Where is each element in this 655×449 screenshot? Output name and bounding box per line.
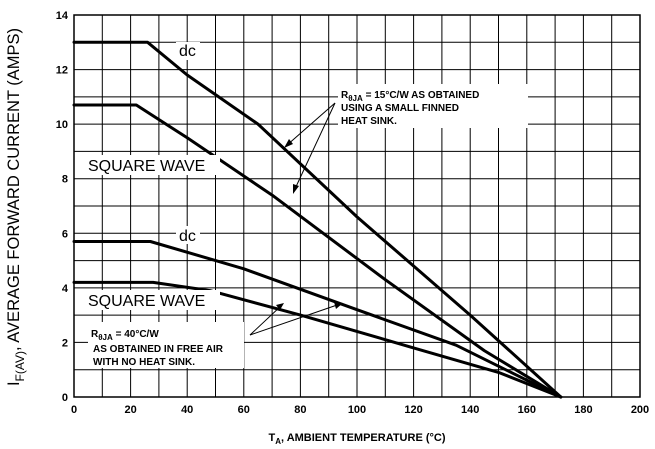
y-tick-label: 10 <box>56 119 68 131</box>
heat-sink-note-line2: USING A SMALL FINNED <box>341 103 459 114</box>
x-tick-label: 120 <box>404 404 422 416</box>
y-tick-label: 6 <box>62 228 68 240</box>
x-tick-label: 40 <box>181 404 193 416</box>
x-tick-label: 60 <box>238 404 250 416</box>
x-tick-label: 80 <box>294 404 306 416</box>
square-wave-free-air-label: SQUARE WAVE <box>88 293 205 310</box>
heat-sink-arrowhead-upper <box>284 139 293 148</box>
dc-heat-sink-label: dc <box>179 43 196 60</box>
x-tick-label: 20 <box>124 404 136 416</box>
x-tick-label: 100 <box>348 404 366 416</box>
square-wave-heat-sink-label: SQUARE WAVE <box>88 158 205 175</box>
dc-free-air-label: dc <box>179 228 196 245</box>
y-tick-label: 0 <box>62 392 68 404</box>
x-tick-label: 160 <box>518 404 536 416</box>
y-tick-label: 12 <box>56 65 68 77</box>
y-tick-label: 4 <box>62 283 69 295</box>
x-tick-label: 0 <box>71 404 77 416</box>
free-air-arrow-lower <box>250 305 282 335</box>
heat-sink-note-line3: HEAT SINK. <box>341 116 397 127</box>
x-axis-title: TA, AMBIENT TEMPERATURE (°C) <box>268 432 445 446</box>
y-tick-label: 2 <box>62 337 68 349</box>
y-tick-label: 14 <box>56 10 69 22</box>
heat-sink-arrows <box>284 103 335 194</box>
y-axis-title: IF(AV), AVERAGE FORWARD CURRENT (AMPS) <box>5 28 27 386</box>
free-air-note-line2: AS OBTAINED IN FREE AIR <box>93 344 224 355</box>
x-tick-label: 200 <box>631 404 649 416</box>
y-tick-label: 8 <box>62 174 68 186</box>
x-tick-label: 180 <box>574 404 592 416</box>
x-tick-label: 140 <box>461 404 479 416</box>
free-air-arrow-upper <box>250 304 340 335</box>
free-air-note-line3: WITH NO HEAT SINK. <box>93 357 195 368</box>
heat-sink-arrowhead-lower <box>293 184 299 194</box>
